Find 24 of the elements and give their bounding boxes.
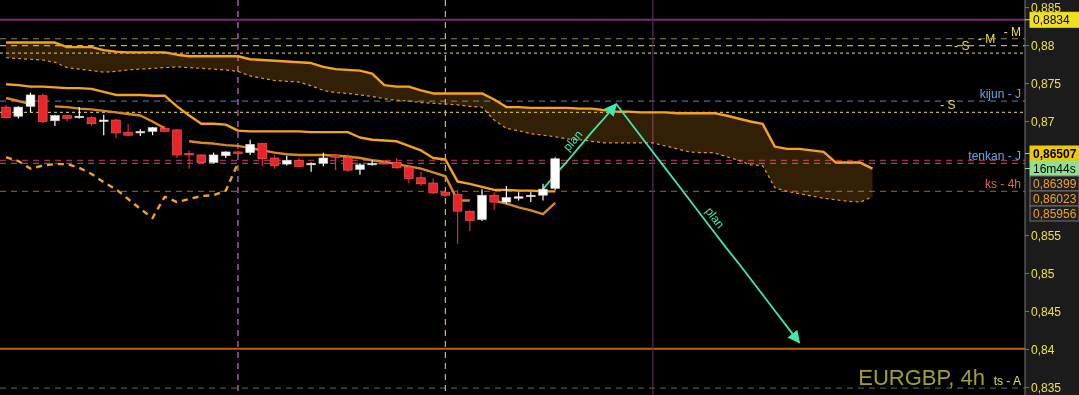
ref-line-label: ts - A <box>993 374 1021 389</box>
ref-line-label: 0,8834 <box>1033 13 1071 28</box>
ref-line-label: kijun - J <box>979 87 1021 102</box>
y-tick-label: 0,885 <box>1031 0 1062 15</box>
y-tick-label: 0,835 <box>1031 380 1062 395</box>
ref-line-label: - S <box>940 98 956 113</box>
ref-line-label: - S <box>954 39 970 54</box>
y-tick-label: 0,845 <box>1031 304 1062 319</box>
y-tick-label: 0,875 <box>1031 76 1062 91</box>
annotation: EURGBP, 4h <box>858 365 985 390</box>
ref-line-label: - M <box>1003 24 1021 39</box>
text: 16m44s <box>1033 162 1076 176</box>
ref-line-label: tenkan - J <box>968 149 1021 164</box>
y-tick-label: 0,85 <box>1031 266 1055 281</box>
y-tick-label: 0,855 <box>1031 228 1062 243</box>
ref-line-label: ks - 4h <box>984 177 1021 192</box>
text: 0,86399 <box>1033 177 1077 191</box>
text: 0,86023 <box>1033 192 1077 206</box>
ref-line-label: - M <box>977 31 996 46</box>
text: 0,86507 <box>1033 147 1077 161</box>
y-tick-label: 0,84 <box>1031 342 1055 357</box>
y-tick-label: 0,87 <box>1031 114 1055 129</box>
y-tick-label: 0,88 <box>1031 38 1055 53</box>
text: 0,85956 <box>1033 207 1077 221</box>
